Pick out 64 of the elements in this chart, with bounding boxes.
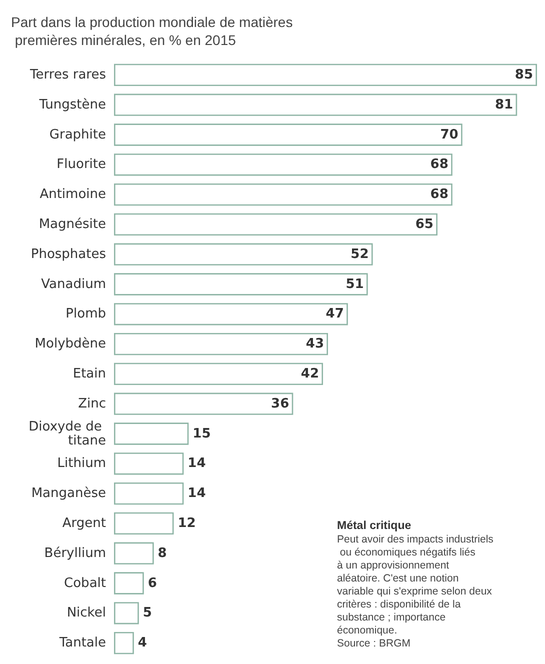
- data-label: 5: [142, 606, 152, 621]
- bar: [114, 303, 348, 326]
- data-label: 65: [415, 216, 434, 232]
- y-tick-label: Etain: [72, 366, 106, 382]
- bar: [114, 542, 154, 564]
- y-tick-label: Plomb: [66, 306, 106, 322]
- data-label: 70: [440, 127, 458, 142]
- y-tick-label: Nickel: [66, 606, 106, 621]
- y-tick-label: Phosphates: [30, 246, 106, 262]
- bar: [114, 213, 438, 236]
- chart-title: Part dans la production mondiale de matières premières minérales, en % en 2015: [11, 14, 293, 48]
- y-tick-label: Fluorite: [56, 157, 106, 172]
- bar: [114, 332, 328, 356]
- bar: [114, 422, 189, 445]
- y-tick-label: Dioxyde de titane: [28, 419, 106, 448]
- bar: [114, 94, 518, 116]
- data-label: 6: [148, 576, 157, 591]
- data-label: 15: [192, 426, 211, 442]
- bar: [114, 243, 373, 266]
- data-label: 47: [326, 306, 344, 322]
- bar: [114, 512, 174, 535]
- data-label: 68: [430, 187, 448, 202]
- bar: [114, 183, 452, 206]
- data-label: 43: [306, 336, 324, 352]
- bar: [114, 602, 139, 624]
- y-tick-label: Argent: [62, 516, 106, 531]
- y-tick-label: Magnésite: [38, 216, 106, 232]
- y-tick-label: Cobalt: [64, 576, 106, 591]
- data-label: 14: [188, 456, 206, 472]
- data-label: 4: [138, 636, 147, 651]
- y-tick-label: Molybdène: [34, 336, 106, 352]
- bar: [114, 452, 184, 475]
- bar: [114, 362, 324, 386]
- data-label: 52: [350, 246, 369, 262]
- data-label: 14: [188, 486, 206, 502]
- bar: [114, 392, 294, 415]
- y-tick-label: Tungstène: [38, 97, 106, 112]
- bar: [114, 572, 144, 594]
- data-label: 68: [430, 157, 448, 172]
- data-label: 81: [495, 97, 514, 112]
- y-tick-label: Lithium: [57, 456, 106, 472]
- data-label: 51: [346, 276, 364, 292]
- annotation: Source : BRGM: [337, 638, 411, 650]
- data-label: 42: [300, 366, 320, 382]
- y-tick-label: Zinc: [78, 396, 106, 412]
- annotation: Métal critique: [337, 520, 412, 532]
- y-tick-label: Béryllium: [44, 546, 106, 561]
- data-label: 12: [178, 516, 196, 531]
- y-tick-label: Antimoine: [40, 187, 106, 202]
- data-label: 85: [514, 67, 533, 82]
- bar: [114, 273, 368, 296]
- y-tick-label: Tantale: [58, 636, 106, 651]
- y-tick-label: Terres rares: [29, 67, 106, 82]
- bar: [114, 64, 537, 86]
- y-tick-label: Graphite: [49, 127, 106, 142]
- bar: [114, 632, 134, 654]
- data-label: 8: [158, 546, 167, 561]
- annotation: Peut avoir des impacts industriels ou économiques négatifs liés à un approvisionnement aléatoire. C'est une notion variable qui s'exprime selon deux critères : disponibilité de la substance ; importance économique.: [337, 534, 495, 636]
- bar: [114, 124, 462, 146]
- bar: [114, 482, 184, 505]
- y-tick-label: Vanadium: [41, 276, 106, 292]
- data-label: 36: [271, 396, 290, 412]
- y-tick-label: Manganèse: [31, 486, 106, 502]
- bar: [114, 154, 452, 176]
